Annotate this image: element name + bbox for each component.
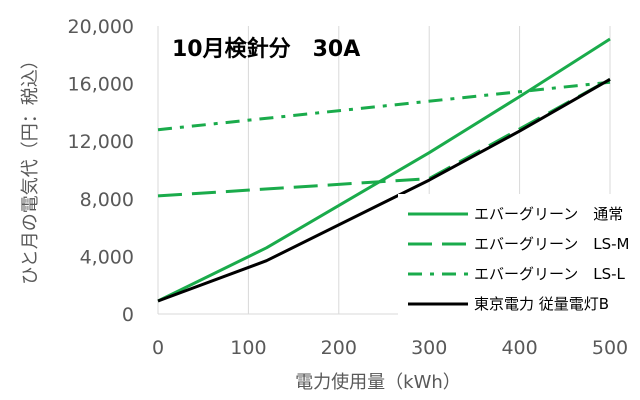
legend-label: エバーグリーン 通常 xyxy=(474,205,623,223)
x-tick-label: 500 xyxy=(592,337,628,359)
y-tick-label: 0 xyxy=(122,304,134,326)
y-axis-title: ひと月の電気代（円：税込） xyxy=(20,51,41,284)
series-line xyxy=(157,37,611,303)
x-tick-label: 300 xyxy=(411,337,447,359)
legend-label: エバーグリーン LS-L xyxy=(474,265,626,283)
x-axis-title: 電力使用量（kWh） xyxy=(295,372,461,393)
x-tick-label: 200 xyxy=(321,337,357,359)
legend-label: エバーグリーン LS-M xyxy=(474,235,629,253)
series-line xyxy=(157,77,611,303)
y-tick-label: 12,000 xyxy=(68,131,134,153)
x-tick-label: 100 xyxy=(230,337,266,359)
y-tick-label: 8,000 xyxy=(80,189,134,211)
chart-title: 10月検針分 30A xyxy=(172,36,360,62)
series-layer xyxy=(157,37,611,303)
x-tick-label: 400 xyxy=(501,337,537,359)
y-tick-label: 16,000 xyxy=(68,74,134,96)
x-tick-label: 0 xyxy=(152,337,164,359)
y-tick-label: 4,000 xyxy=(80,246,134,268)
y-tick-label: 20,000 xyxy=(68,16,134,38)
legend-label: 東京電力 従量電灯B xyxy=(474,295,609,313)
tick-layer: 0 100 200 300 400 500 0 4,000 8,000 12,000 16,000 2… xyxy=(68,16,629,359)
series-line xyxy=(157,80,611,132)
